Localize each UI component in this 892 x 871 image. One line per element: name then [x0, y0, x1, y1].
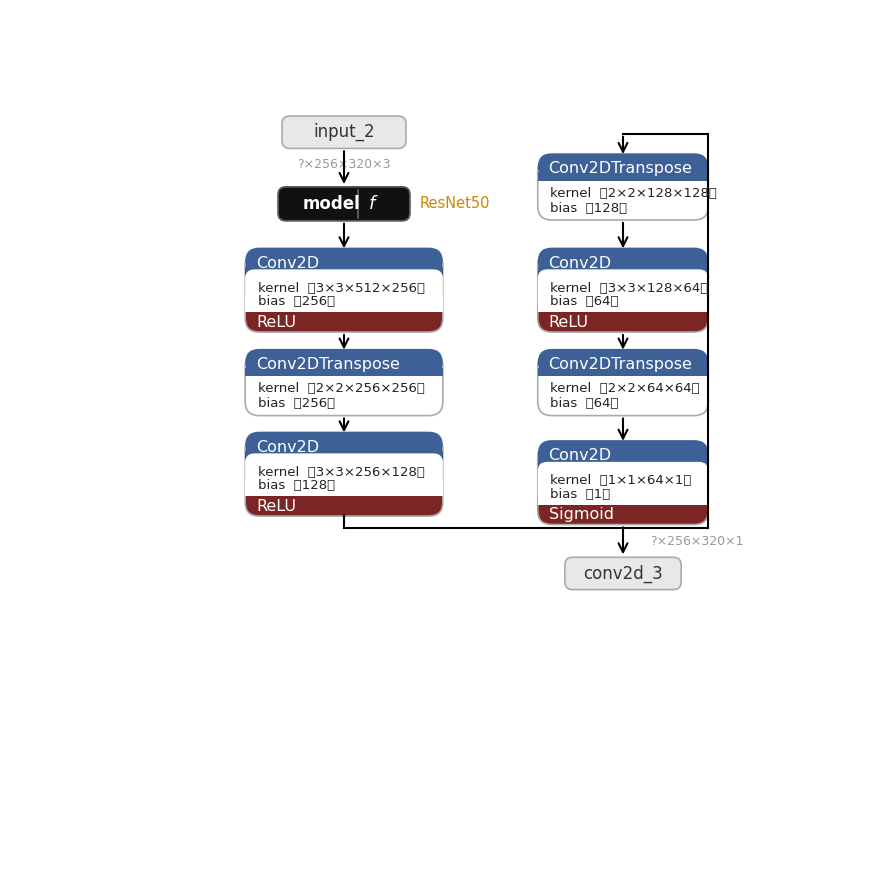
FancyBboxPatch shape: [245, 454, 442, 496]
Text: bias  〈128〉: bias 〈128〉: [550, 202, 627, 215]
Text: Conv2D: Conv2D: [256, 256, 319, 271]
Text: bias  〈1〉: bias 〈1〉: [550, 488, 610, 501]
Text: f: f: [368, 195, 376, 213]
Text: Conv2D: Conv2D: [256, 440, 319, 455]
Text: ReLU: ReLU: [549, 314, 589, 329]
Text: Conv2DTranspose: Conv2DTranspose: [549, 161, 692, 176]
Text: Conv2DTranspose: Conv2DTranspose: [256, 357, 400, 372]
FancyBboxPatch shape: [282, 116, 406, 148]
FancyBboxPatch shape: [538, 269, 708, 312]
Bar: [538, 267, 708, 275]
FancyBboxPatch shape: [245, 269, 442, 312]
Text: conv2d_3: conv2d_3: [583, 564, 663, 583]
FancyBboxPatch shape: [245, 247, 442, 273]
Bar: [245, 482, 442, 496]
Text: Sigmoid: Sigmoid: [549, 507, 614, 522]
Text: kernel  〈2×2×64×64〉: kernel 〈2×2×64×64〉: [550, 382, 700, 395]
Text: kernel  〈3×3×128×64〉: kernel 〈3×3×128×64〉: [550, 281, 708, 294]
Bar: [538, 490, 708, 504]
FancyBboxPatch shape: [565, 557, 681, 590]
Text: ReLU: ReLU: [256, 498, 296, 514]
Text: kernel  〈2×2×256×256〉: kernel 〈2×2×256×256〉: [258, 382, 425, 395]
Bar: [538, 459, 708, 468]
Bar: [538, 297, 708, 312]
Text: bias  〈128〉: bias 〈128〉: [258, 479, 334, 492]
FancyBboxPatch shape: [245, 432, 442, 458]
Text: bias  〈256〉: bias 〈256〉: [258, 295, 334, 308]
FancyBboxPatch shape: [538, 462, 708, 504]
Text: kernel  〈1×1×64×1〉: kernel 〈1×1×64×1〉: [550, 474, 691, 487]
FancyBboxPatch shape: [245, 353, 442, 415]
Bar: [538, 368, 708, 376]
Bar: [245, 297, 442, 312]
Text: kernel  〈2×2×128×128〉: kernel 〈2×2×128×128〉: [550, 186, 717, 199]
FancyBboxPatch shape: [538, 353, 708, 415]
Bar: [245, 267, 442, 275]
FancyBboxPatch shape: [245, 349, 442, 375]
Text: bias  〈64〉: bias 〈64〉: [550, 397, 619, 410]
FancyBboxPatch shape: [538, 157, 708, 220]
Text: bias  〈256〉: bias 〈256〉: [258, 397, 334, 410]
Text: kernel  〈3×3×512×256〉: kernel 〈3×3×512×256〉: [258, 281, 425, 294]
Text: Conv2D: Conv2D: [549, 256, 612, 271]
Text: ?×256×320×1: ?×256×320×1: [650, 535, 744, 548]
Bar: [538, 172, 708, 181]
FancyBboxPatch shape: [538, 247, 708, 273]
FancyBboxPatch shape: [538, 251, 708, 332]
FancyBboxPatch shape: [538, 443, 708, 524]
Text: ReLU: ReLU: [256, 314, 296, 329]
Text: ?×256×320×3: ?×256×320×3: [297, 158, 391, 171]
Text: bias  〈64〉: bias 〈64〉: [550, 295, 619, 308]
Text: Conv2DTranspose: Conv2DTranspose: [549, 357, 692, 372]
Text: model: model: [302, 195, 360, 213]
FancyBboxPatch shape: [538, 440, 708, 466]
Text: ResNet50: ResNet50: [419, 196, 490, 212]
FancyBboxPatch shape: [245, 251, 442, 332]
Text: kernel  〈3×3×256×128〉: kernel 〈3×3×256×128〉: [258, 465, 425, 478]
Bar: [245, 368, 442, 376]
FancyBboxPatch shape: [278, 187, 410, 220]
Bar: [245, 451, 442, 459]
FancyBboxPatch shape: [538, 153, 708, 179]
FancyBboxPatch shape: [245, 436, 442, 517]
FancyBboxPatch shape: [538, 349, 708, 375]
Text: Conv2D: Conv2D: [549, 449, 612, 463]
Text: input_2: input_2: [313, 123, 375, 141]
